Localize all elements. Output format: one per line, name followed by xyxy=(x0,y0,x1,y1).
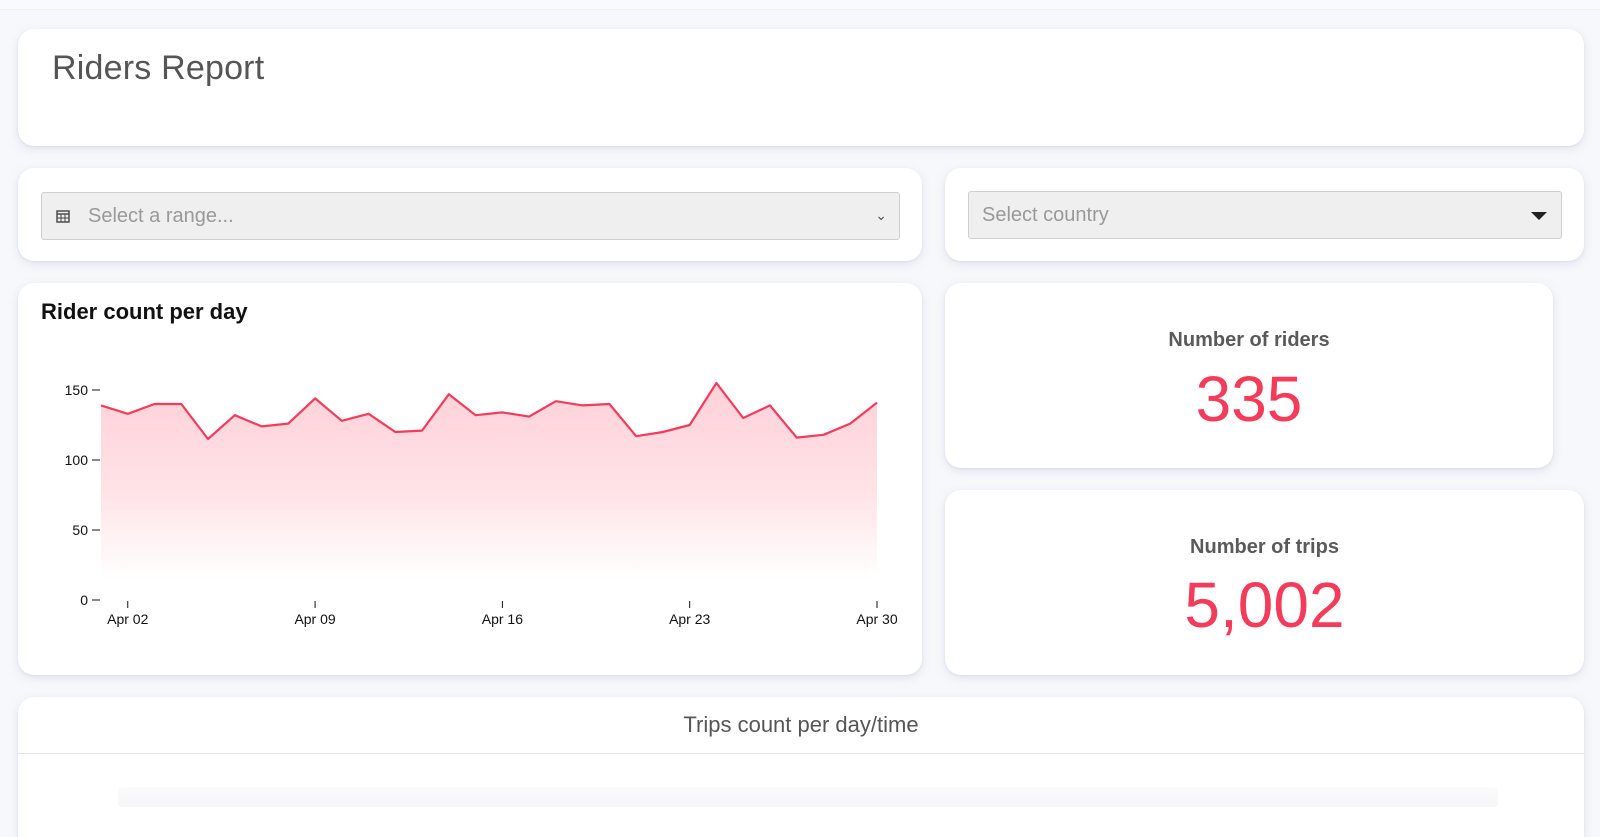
rider-count-chart: 0 50 100 150 Apr 02 Apr 09 Apr 16 Apr 23 Apr 30 xyxy=(65,381,898,627)
chevron-down-icon: ⌄ xyxy=(875,207,887,223)
svg-text:50: 50 xyxy=(72,522,88,538)
top-strip xyxy=(0,0,1600,10)
svg-text:Apr 09: Apr 09 xyxy=(294,611,335,627)
chart-title: Rider count per day xyxy=(41,299,248,324)
svg-text:150: 150 xyxy=(65,382,89,398)
calendar-icon xyxy=(56,210,70,223)
trips-kpi-value: 5,002 xyxy=(1184,569,1345,641)
svg-text:Apr 30: Apr 30 xyxy=(856,611,897,627)
y-axis: 0 50 100 150 xyxy=(65,382,100,608)
rider-chart-card: Rider count per day 0 50 100 150 Apr 02 Apr … xyxy=(18,283,922,675)
header-card: Riders Report xyxy=(18,29,1584,146)
trips-kpi-label: Number of trips xyxy=(1190,536,1339,558)
svg-text:Apr 16: Apr 16 xyxy=(482,611,523,627)
date-range-placeholder: Select a range... xyxy=(88,204,234,227)
country-placeholder: Select country xyxy=(982,203,1109,226)
riders-kpi-value: 335 xyxy=(1195,363,1303,435)
x-axis: Apr 02 Apr 09 Apr 16 Apr 23 Apr 30 xyxy=(107,601,898,627)
svg-text:Apr 23: Apr 23 xyxy=(669,611,710,627)
trips-per-daytime-card: Trips count per day/time xyxy=(18,697,1584,837)
trips-panel-header: Trips count per day/time xyxy=(18,697,1584,754)
riders-kpi-card: Number of riders 335 xyxy=(945,283,1553,468)
trips-kpi-card: Number of trips 5,002 xyxy=(945,490,1584,675)
riders-kpi-label: Number of riders xyxy=(1168,329,1330,351)
caret-down-icon xyxy=(1531,212,1547,220)
rider-line xyxy=(100,381,878,441)
trips-panel-body xyxy=(118,787,1498,807)
trips-panel-title: Trips count per day/time xyxy=(683,712,919,737)
svg-text:Apr 02: Apr 02 xyxy=(107,611,148,627)
page-title: Riders Report xyxy=(52,49,265,87)
country-select[interactable]: Select country xyxy=(968,191,1562,239)
svg-text:100: 100 xyxy=(65,452,89,468)
date-range-picker[interactable]: Select a range... ⌄ xyxy=(41,192,900,240)
date-range-card: Select a range... ⌄ xyxy=(18,168,922,261)
svg-text:0: 0 xyxy=(80,592,88,608)
country-card: Select country xyxy=(945,168,1584,261)
area-fill xyxy=(101,383,877,580)
